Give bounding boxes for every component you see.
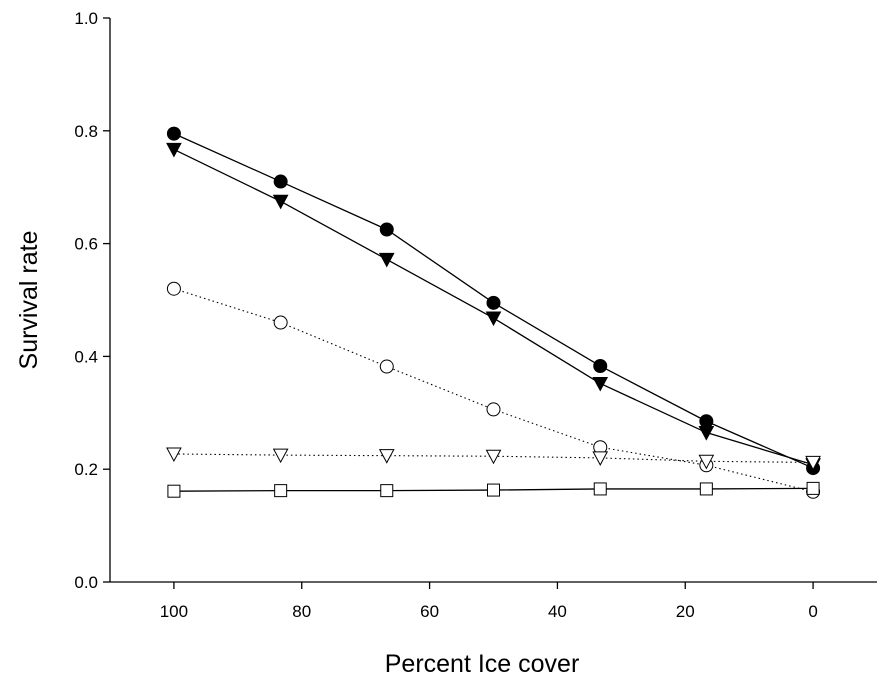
axes: 0.0 0.2 0.4 0.6 0.8 1.0 100 80 60 40 20 0 <box>74 9 877 621</box>
open-square-point <box>806 481 820 495</box>
y-tick-label: 0.6 <box>74 235 98 254</box>
series-4 <box>166 447 821 471</box>
x-tick-label: 20 <box>676 602 695 621</box>
filled-circle-point <box>273 174 288 189</box>
open-triangle-point <box>272 448 289 464</box>
open-circle-point <box>379 359 394 374</box>
filled-triangle-point <box>592 376 609 392</box>
series-1 <box>166 126 821 476</box>
open-square-point <box>593 482 607 496</box>
series-2 <box>166 142 821 473</box>
filled-circle-point <box>593 358 608 373</box>
open-circle-point <box>166 281 181 296</box>
filled-circle-point <box>166 126 181 141</box>
y-tick-label: 0.4 <box>74 347 98 366</box>
open-square-point <box>274 484 288 498</box>
open-triangle-point <box>592 451 609 466</box>
open-triangle-point <box>485 449 502 465</box>
open-square-point <box>167 484 181 498</box>
x-tick-label: 40 <box>548 602 567 621</box>
filled-triangle-point <box>166 142 182 158</box>
series-5 <box>167 481 820 498</box>
open-square-point <box>380 484 394 498</box>
filled-circle-point <box>699 414 714 429</box>
x-tick-label: 60 <box>420 602 439 621</box>
open-triangle-point <box>378 449 395 464</box>
x-tick-label: 100 <box>160 602 188 621</box>
y-axis-title: Survival rate <box>15 231 43 370</box>
y-tick-label: 0.0 <box>74 573 98 592</box>
open-circle-point <box>486 402 501 417</box>
y-tick-label: 1.0 <box>74 9 98 28</box>
series-layer <box>166 126 821 499</box>
open-triangle-point <box>166 447 182 463</box>
filled-circle-point <box>486 295 501 310</box>
open-triangle-point <box>698 454 715 470</box>
x-tick-label: 0 <box>808 602 817 621</box>
y-tick-label: 0.2 <box>74 460 98 479</box>
x-tick-label: 80 <box>292 602 311 621</box>
filled-triangle-point <box>378 252 395 268</box>
filled-triangle-point <box>698 426 715 441</box>
y-tick-label: 0.8 <box>74 122 98 141</box>
open-triangle-point <box>805 455 821 471</box>
open-square-point <box>699 482 713 496</box>
filled-triangle-point <box>485 311 502 327</box>
filled-triangle-point <box>272 194 289 210</box>
open-square-point <box>487 483 500 497</box>
filled-circle-point <box>379 222 394 237</box>
x-axis-title: Percent Ice cover <box>385 650 580 678</box>
open-circle-point <box>273 315 288 330</box>
